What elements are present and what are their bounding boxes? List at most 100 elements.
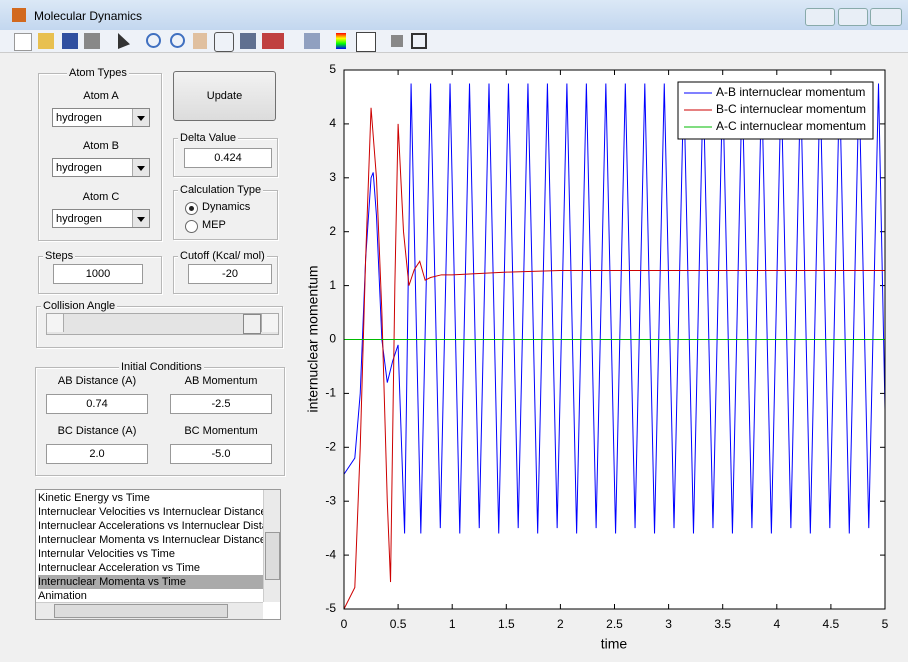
field-label: BC Momentum [184,425,258,437]
delta-input[interactable]: 0.424 [184,148,272,168]
x-tick-label: 2.5 [606,617,623,631]
x-tick-label: 1.5 [498,617,515,631]
radio-dot [189,206,194,211]
colorbar-icon[interactable] [336,33,346,49]
x-tick-label: 3.5 [714,617,731,631]
list-item[interactable]: Internular Velocities vs Time [38,548,175,560]
field-input[interactable]: 2.0 [46,444,148,464]
update-button[interactable]: Update [173,71,276,121]
field-input[interactable]: -5.0 [170,444,272,464]
chart: time internuclear momentum 0 0.5 1 1.5 2 2.5 3… [305,62,889,652]
calc-type-panel: Calculation Type [173,184,278,240]
atom-label: Atom C [82,191,120,203]
maximize-button[interactable] [838,8,868,26]
x-tick-label: 4 [773,617,780,631]
y-tick-label: -2 [325,439,336,453]
y-tick-label: 1 [329,278,336,292]
y-tick-label: -1 [325,386,336,400]
legend-label: A-B internuclear momentum [716,85,865,99]
list-item[interactable]: Internuclear Momenta vs Time [38,575,263,589]
datacursor-icon[interactable] [240,33,256,49]
x-tick-label: 5 [882,617,889,631]
brush-icon[interactable] [262,33,284,49]
rotate-icon[interactable] [214,32,234,52]
y-tick-label: 3 [329,170,336,184]
series-line [343,107,885,610]
radio-button[interactable] [185,202,198,215]
show-icon[interactable] [411,33,427,49]
pan-icon[interactable] [193,33,207,49]
cutoff-input[interactable]: -20 [188,264,272,284]
cutoff-panel: Cutoff (Kcal/ mol) -20 [173,250,278,294]
steps-input[interactable]: 1000 [53,264,143,284]
list-item[interactable]: Internuclear Accelerations vs Internucle… [38,520,263,532]
hide-icon[interactable] [391,35,403,47]
x-tick-label: 3 [665,617,672,631]
list-item[interactable]: Animation [38,590,87,602]
atom-dropdown[interactable]: hydrogen [52,209,150,228]
atom-types-panel: Atom Types [38,67,162,241]
y-axis-label: internuclear momentum [305,265,321,412]
field-input[interactable]: -2.5 [170,394,272,414]
y-tick-label: -4 [325,547,336,561]
y-tick-label: 5 [329,62,336,76]
initial-conditions-panel: Initial Conditions [35,361,285,476]
x-tick-label: 0 [341,617,348,631]
minimize-button[interactable] [805,8,835,26]
radio-label: MEP [202,219,226,231]
print-icon[interactable] [84,33,100,49]
panel-title: Delta Value [178,132,239,144]
list-item[interactable]: Internuclear Acceleration vs Time [38,562,201,574]
series-line [343,83,886,534]
save-icon[interactable] [62,33,78,49]
title-bar: Molecular Dynamics [0,0,908,30]
field-input[interactable]: 0.74 [46,394,148,414]
new-icon[interactable] [14,33,32,51]
close-button[interactable] [870,8,902,26]
atom-label: Atom A [83,90,119,102]
toolbar [0,30,908,53]
list-item[interactable]: Internuclear Momenta vs Internuclear Dis… [38,534,263,546]
zoom-out-icon[interactable] [170,33,185,48]
legend-label: B-C internuclear momentum [716,102,866,116]
atom-dropdown[interactable]: hydrogen [52,108,150,127]
delta-panel: Delta Value 0.424 [173,132,278,177]
zoom-in-icon[interactable] [146,33,161,48]
open-icon[interactable] [38,33,54,49]
x-axis-label: time [601,636,628,652]
y-tick-label: 2 [329,224,336,238]
link-icon[interactable] [304,33,320,49]
pointer-icon[interactable] [118,33,130,49]
field-label: BC Distance (A) [57,425,137,437]
list-item[interactable]: Kinetic Energy vs Time [38,492,150,504]
atom-label: Atom B [82,140,120,152]
y-tick-label: 4 [329,116,336,130]
steps-panel: Steps 1000 [38,250,162,294]
atom-dropdown[interactable]: hydrogen [52,158,150,177]
plot-list[interactable]: Kinetic Energy vs Time Internuclear Veloc… [35,489,281,620]
panel-title: Steps [43,250,76,262]
app-icon [12,8,26,22]
panel-title: Cutoff (Kcal/ mol) [178,250,267,262]
panel-title: Calculation Type [178,184,264,196]
radio-button[interactable] [185,220,198,233]
panel-title: Initial Conditions [119,361,204,373]
field-label: AB Momentum [184,375,258,387]
horizontal-scrollbar[interactable] [36,602,263,619]
legend-icon[interactable] [356,32,376,52]
angle-slider[interactable] [46,313,279,335]
x-tick-label: 0.5 [390,617,407,631]
collision-angle-panel: Collision Angle [36,300,283,348]
x-tick-label: 4.5 [823,617,840,631]
x-tick-label: 2 [557,617,564,631]
y-tick-label: -3 [325,493,336,507]
vertical-scrollbar[interactable] [263,490,280,602]
legend-label: A-C internuclear momentum [716,119,866,133]
panel-title: Atom Types [67,67,129,79]
x-tick-label: 1 [449,617,456,631]
y-tick-label: 0 [329,332,336,346]
list-item[interactable]: Internuclear Velocities vs Internuclear … [38,506,263,518]
panel-title: Collision Angle [41,300,118,312]
radio-label: Dynamics [202,201,251,213]
